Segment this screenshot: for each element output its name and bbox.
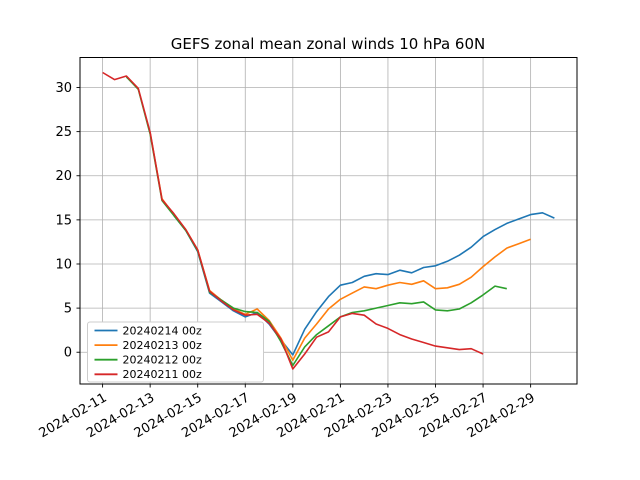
y-tick-label: 30 <box>55 81 72 96</box>
y-tick-label: 0 <box>64 346 72 361</box>
series-line-20240211-00z <box>102 71 484 370</box>
legend-item-label: 20240214 00z <box>123 324 202 337</box>
legend <box>87 321 264 383</box>
y-tick-label: 15 <box>55 213 72 228</box>
y-tick-label: 25 <box>55 125 72 140</box>
plot-area: 2024-02-112024-02-132024-02-152024-02-17… <box>37 57 578 441</box>
chart-title: GEFS zonal mean zonal winds 10 hPa 60N <box>171 35 485 53</box>
y-tick-label: 20 <box>55 169 72 184</box>
legend-item-label: 20240212 00z <box>123 354 202 367</box>
y-tick-label: 10 <box>55 257 72 272</box>
axes-frame <box>79 57 578 385</box>
series-line-20240214-00z <box>173 212 555 356</box>
legend-item-label: 20240213 00z <box>123 339 202 352</box>
y-tick-label: 5 <box>64 302 72 317</box>
legend-item-label: 20240211 00z <box>123 368 202 381</box>
